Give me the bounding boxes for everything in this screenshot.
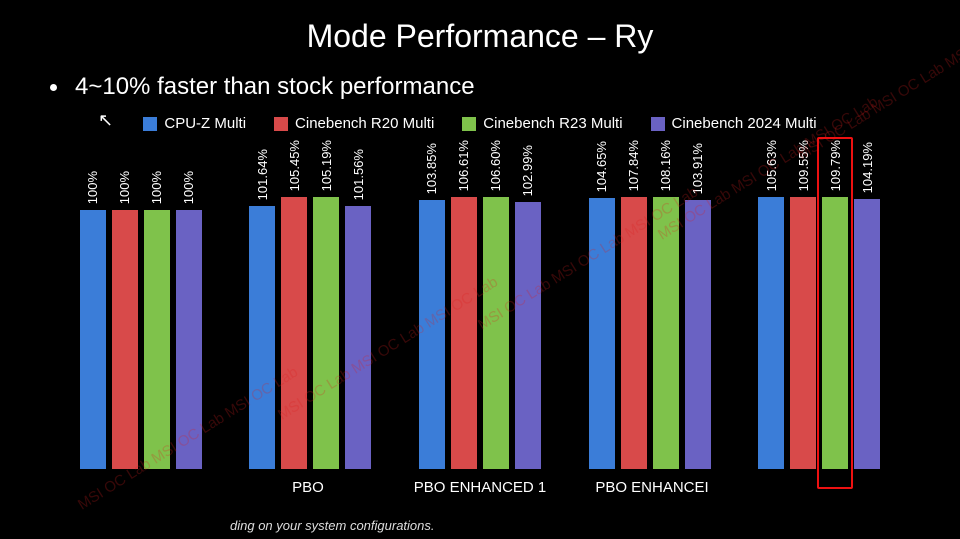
bar-group: 101.64% 105.45% 105.19% 101.56% (249, 140, 371, 469)
bar (112, 210, 138, 469)
bar (758, 197, 784, 469)
bar-wrap: 109.55% (790, 140, 816, 469)
bar-wrap: 103.91% (685, 140, 711, 469)
bar-group: 104.65% 107.84% 108.16% 103.91% (589, 140, 711, 469)
bar-wrap: 105.45% (281, 140, 307, 469)
bar-wrap: 101.56% (345, 140, 371, 469)
bar (483, 197, 509, 469)
bar-value-label: 100% (181, 171, 196, 204)
bar-value-label: 109.79% (828, 140, 843, 191)
bar (822, 197, 848, 469)
bar-value-label: 105.19% (319, 140, 334, 191)
bar-value-label: 100% (85, 171, 100, 204)
bar-value-label: 102.99% (520, 145, 535, 196)
legend-label: Cinebench R20 Multi (295, 115, 434, 132)
x-axis: PBO PBO ENHANCED 1 PBO ENHANCEI (50, 479, 910, 496)
bar (621, 197, 647, 469)
bar (249, 206, 275, 469)
bar (653, 197, 679, 469)
bar-wrap: 108.16% (653, 140, 679, 469)
slide-title: Mode Performance – Ry (40, 18, 920, 55)
bar-wrap: 105.19% (313, 140, 339, 469)
legend-swatch (462, 117, 476, 131)
bar (345, 206, 371, 469)
bar-wrap: 106.60% (483, 140, 509, 469)
bar (589, 198, 615, 469)
bar (176, 210, 202, 469)
x-axis-label (744, 479, 904, 496)
chart-legend: CPU-Z Multi Cinebench R20 Multi Cinebench … (40, 115, 920, 132)
bar (685, 200, 711, 469)
bar-value-label: 108.16% (658, 140, 673, 191)
bar (144, 210, 170, 469)
legend-item: Cinebench R23 Multi (462, 115, 622, 132)
legend-label: Cinebench R23 Multi (483, 115, 622, 132)
x-axis-label: PBO ENHANCEI (572, 479, 732, 496)
bar (854, 199, 880, 469)
bar-wrap: 100% (112, 140, 138, 469)
bar (419, 200, 445, 469)
bar-value-label: 105.45% (287, 140, 302, 191)
bullet-text: 4~10% faster than stock performance (75, 73, 475, 101)
bar-value-label: 104.19% (860, 142, 875, 193)
bar-value-label: 101.56% (351, 149, 366, 200)
bar-wrap: 101.64% (249, 140, 275, 469)
x-axis-label: PBO ENHANCED 1 (400, 479, 560, 496)
bar-wrap: 104.19% (854, 140, 880, 469)
legend-swatch (274, 117, 288, 131)
bar-value-label: 107.84% (626, 140, 641, 191)
bar-wrap: 100% (144, 140, 170, 469)
legend-swatch (651, 117, 665, 131)
x-axis-label (56, 479, 216, 496)
bar-value-label: 103.85% (424, 143, 439, 194)
bar-wrap: 100% (80, 140, 106, 469)
bar-value-label: 104.65% (594, 141, 609, 192)
bar (281, 197, 307, 469)
bar (451, 197, 477, 469)
legend-item: CPU-Z Multi (143, 115, 246, 132)
bar-chart: 100%100%100%100%101.64%105.45%105.19%101… (50, 140, 910, 470)
bullet-row: 4~10% faster than stock performance (50, 73, 920, 101)
bar-value-label: 106.61% (456, 140, 471, 191)
legend-item: Cinebench R20 Multi (274, 115, 434, 132)
chart-area: 100%100%100%100%101.64%105.45%105.19%101… (50, 140, 910, 470)
footnote: ding on your system configurations. (230, 518, 435, 533)
legend-label: Cinebench 2024 Multi (672, 115, 817, 132)
bar-group: 103.85% 106.61% 106.60% 102.99% (419, 140, 541, 469)
bar (80, 210, 106, 469)
bar-value-label: 100% (149, 171, 164, 204)
x-axis-label: PBO (228, 479, 388, 496)
bar (515, 202, 541, 469)
bar (313, 197, 339, 469)
legend-swatch (143, 117, 157, 131)
bar-wrap: 107.84% (621, 140, 647, 469)
bar-group: 100% 100% 100% 100% (80, 140, 202, 469)
bar-value-label: 100% (117, 171, 132, 204)
bar-value-label: 103.91% (690, 143, 705, 194)
bar-wrap: 106.61% (451, 140, 477, 469)
bar (790, 197, 816, 469)
legend-item: Cinebench 2024 Multi (651, 115, 817, 132)
bar-value-label: 101.64% (255, 149, 270, 200)
bar-value-label: 106.60% (488, 140, 503, 191)
bullet-dot (50, 84, 57, 91)
bar-wrap: 105.63% (758, 140, 784, 469)
bar-value-label: 109.55% (796, 140, 811, 191)
legend-label: CPU-Z Multi (164, 115, 246, 132)
bar-wrap: 102.99% (515, 140, 541, 469)
bar-wrap: 100% (176, 140, 202, 469)
bar-group: 105.63% 109.55% 109.79% 104.19% (758, 140, 880, 469)
bar-wrap: 109.79% (822, 140, 848, 469)
bar-wrap: 104.65% (589, 140, 615, 469)
bar-value-label: 105.63% (764, 140, 779, 191)
bar-wrap: 103.85% (419, 140, 445, 469)
